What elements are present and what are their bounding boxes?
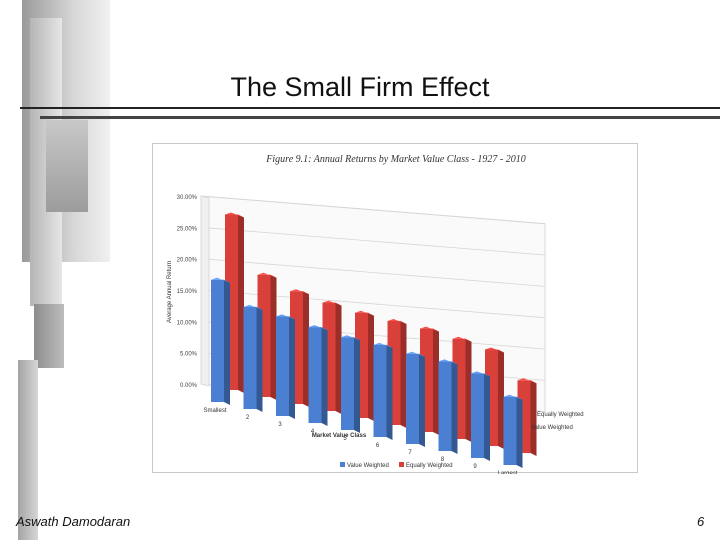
bar-value-weighted-top [211, 277, 230, 283]
bar-equally-weighted-top [322, 300, 342, 306]
decor-gradient-block-lower [34, 304, 64, 368]
bar-value-weighted-top [406, 351, 425, 357]
legend-swatch-equally-weighted [399, 462, 404, 467]
bar-value-weighted-top [341, 335, 360, 341]
bar-equally-weighted-side [335, 302, 342, 414]
bar-equally-weighted-side [270, 274, 277, 400]
y-tick-label: 10.00% [177, 320, 198, 326]
bar-value-weighted-side [386, 344, 393, 440]
bar-value-weighted-side [256, 306, 263, 412]
bar-equally-weighted-top [257, 272, 277, 278]
bar-value-weighted-side [516, 396, 523, 468]
bar-value-weighted-side [451, 361, 458, 454]
bar-equally-weighted-side [530, 380, 537, 456]
bar-value-weighted [406, 353, 419, 444]
bar-equally-weighted-top [387, 318, 407, 324]
depth-label-equally-weighted: Equally Weighted [537, 412, 584, 418]
chart-title: Figure 9.1: Annual Returns by Market Val… [265, 154, 525, 165]
y-tick-label: 30.00% [177, 195, 198, 201]
x-tick-label: 2 [246, 415, 250, 421]
bar-value-weighted-top [373, 342, 393, 348]
bar-value-weighted [341, 337, 354, 430]
bar-equally-weighted-side [433, 328, 439, 435]
legend-label-equally-weighted: Equally Weighted [406, 463, 453, 469]
depth-label-value-weighted: Value Weighted [531, 425, 573, 431]
bar-equally-weighted-side [368, 312, 374, 421]
x-tick-label: 4 [311, 429, 315, 435]
bar-equally-weighted-side [238, 214, 244, 393]
bar-value-weighted [308, 327, 322, 423]
bar-equally-weighted-side [400, 320, 407, 428]
bar-value-weighted-top [438, 359, 458, 365]
bar-value-weighted-top [243, 304, 263, 310]
bar-equally-weighted-side [465, 338, 472, 442]
bar-value-weighted-side [419, 353, 425, 447]
slide-title: The Small Firm Effect [230, 72, 490, 102]
bar-value-weighted [211, 279, 224, 402]
footer-author: Aswath Damodaran [16, 514, 131, 529]
x-tick-label: 9 [473, 464, 477, 470]
chart-figure: Figure 9.1: Annual Returns by Market Val… [152, 143, 638, 474]
y-axis-label: Average Annual Return [167, 261, 173, 323]
bar-value-weighted-top [471, 371, 490, 377]
y-tick-label: 15.00% [177, 289, 198, 295]
bar-value-weighted-side [289, 316, 295, 419]
bar-value-weighted [276, 316, 289, 416]
y-tick-label: 25.00% [177, 226, 198, 232]
bar-value-weighted-side [484, 373, 490, 461]
bar-equally-weighted-top [485, 347, 504, 353]
bar-value-weighted [373, 344, 387, 437]
decor-gradient-block [46, 120, 88, 212]
bar-equally-weighted-top [517, 378, 537, 384]
x-tick-label: 8 [441, 457, 445, 463]
decor-gradient-strip-bottom [18, 360, 38, 540]
gridline [200, 258, 546, 287]
x-tick-label: Smallest [203, 408, 226, 414]
bar-equally-weighted-top [355, 310, 374, 316]
x-axis-label: Market Value Class [312, 433, 367, 439]
legend-label-value-weighted: Value Weighted [347, 463, 389, 469]
bar-equally-weighted-top [225, 212, 244, 218]
bar-value-weighted-top [503, 394, 523, 400]
bar-equally-weighted-side [303, 291, 309, 407]
legend-swatch-value-weighted [340, 462, 345, 467]
bar-equally-weighted-top [452, 336, 472, 342]
x-tick-label: 7 [408, 450, 412, 456]
bar-value-weighted-side [321, 327, 328, 426]
title-rule-secondary [40, 116, 720, 119]
gridline [200, 226, 546, 256]
y-tick-label: 0.00% [180, 383, 198, 389]
y-tick-label: 20.00% [177, 258, 198, 264]
bar-value-weighted-side [224, 279, 230, 405]
bar-equally-weighted-side [498, 349, 504, 449]
x-tick-label: 5 [343, 436, 347, 442]
chart-side-wall [200, 195, 210, 387]
x-tick-label: 6 [376, 443, 380, 449]
bar-value-weighted [438, 361, 452, 451]
bar-value-weighted-side [354, 337, 360, 433]
x-tick-label: Largest [497, 471, 517, 474]
gridline [200, 195, 546, 225]
bar-chart: Figure 9.1: Annual Returns by Market Val… [167, 154, 584, 474]
bar-equally-weighted-top [420, 326, 439, 332]
bar-value-weighted-top [276, 314, 295, 320]
page-number: 6 [697, 514, 705, 529]
bar-value-weighted [503, 396, 517, 465]
title-rule [20, 107, 720, 109]
bar-value-weighted [243, 306, 257, 409]
bar-equally-weighted-top [290, 289, 309, 295]
bar-value-weighted [471, 373, 484, 458]
x-tick-label: 3 [278, 422, 282, 428]
bar-value-weighted-top [308, 325, 328, 331]
y-tick-label: 5.00% [180, 352, 198, 358]
